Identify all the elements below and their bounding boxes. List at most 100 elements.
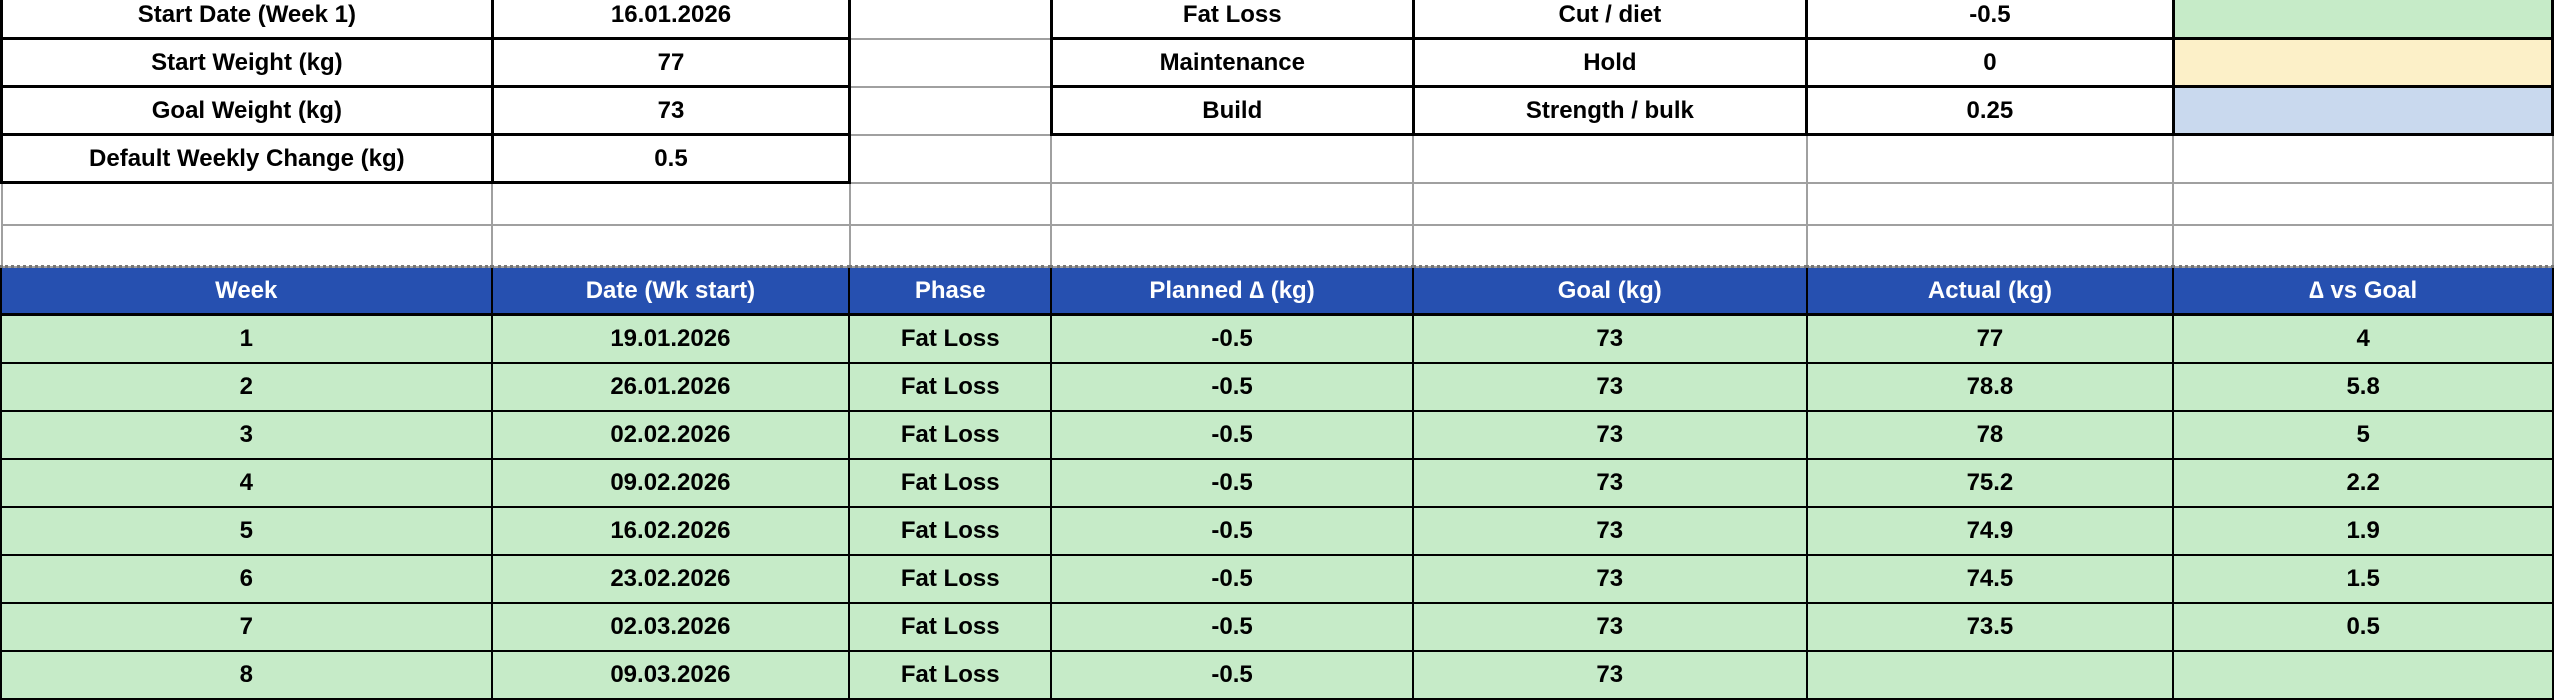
table-cell[interactable]: 5.8 <box>2172 361 2554 412</box>
cell-phase-name[interactable] <box>1050 181 1415 226</box>
cell-value[interactable]: 77 <box>490 37 852 88</box>
table-cell[interactable]: Fat Loss <box>848 313 1053 364</box>
cell-phase-desc[interactable]: Hold <box>1411 37 1809 88</box>
cell-label[interactable]: Default Weekly Change (kg) <box>0 133 494 184</box>
table-cell[interactable]: 73 <box>1411 457 1808 508</box>
cell-phase-desc[interactable] <box>1412 181 1808 226</box>
cell-phase-change[interactable] <box>1805 181 2175 226</box>
table-cell[interactable]: 5 <box>2172 409 2554 460</box>
table-cell[interactable]: 1 <box>0 313 493 364</box>
table-cell[interactable]: 73 <box>1411 313 1808 364</box>
table-cell[interactable]: 16.02.2026 <box>490 505 851 556</box>
table-cell[interactable]: 3 <box>0 409 493 460</box>
cell-blank[interactable] <box>848 181 1053 226</box>
table-cell[interactable]: 02.03.2026 <box>490 601 851 652</box>
column-header[interactable]: Planned ∆ (kg) <box>1050 265 1414 316</box>
table-cell[interactable]: 73.5 <box>1805 601 2175 652</box>
cell-phase-change[interactable] <box>1805 223 2175 268</box>
table-cell[interactable]: 4 <box>0 457 493 508</box>
table-cell[interactable]: 2.2 <box>2172 457 2554 508</box>
cell-blank[interactable] <box>848 223 1053 268</box>
cell-phase-desc[interactable] <box>1412 133 1808 184</box>
cell-label[interactable]: Goal Weight (kg) <box>0 85 494 136</box>
table-cell[interactable] <box>2172 649 2554 700</box>
table-cell[interactable]: -0.5 <box>1050 409 1414 460</box>
table-cell[interactable]: 78.8 <box>1805 361 2175 412</box>
table-cell[interactable]: 09.03.2026 <box>490 649 851 700</box>
cell-blank[interactable] <box>848 0 1053 40</box>
table-cell[interactable]: 73 <box>1411 553 1808 604</box>
cell-phase-color[interactable] <box>2171 0 2554 40</box>
column-header[interactable]: Goal (kg) <box>1411 265 1808 316</box>
cell-label[interactable] <box>0 223 494 268</box>
table-cell[interactable]: 73 <box>1411 649 1808 700</box>
table-cell[interactable]: 74.9 <box>1805 505 2175 556</box>
table-cell[interactable]: Fat Loss <box>848 361 1053 412</box>
table-cell[interactable]: -0.5 <box>1050 553 1414 604</box>
cell-phase-color[interactable] <box>2172 223 2554 268</box>
table-cell[interactable]: 23.02.2026 <box>490 553 851 604</box>
cell-phase-name[interactable]: Fat Loss <box>1049 0 1415 40</box>
table-cell[interactable]: 5 <box>0 505 493 556</box>
column-header[interactable]: ∆ vs Goal <box>2172 265 2554 316</box>
cell-phase-desc[interactable]: Strength / bulk <box>1411 85 1809 136</box>
cell-phase-name[interactable]: Maintenance <box>1049 37 1415 88</box>
table-cell[interactable]: 2 <box>0 361 493 412</box>
table-cell[interactable]: 73 <box>1411 601 1808 652</box>
cell-value[interactable]: 73 <box>490 85 852 136</box>
cell-phase-change[interactable]: 0 <box>1805 37 2175 88</box>
table-cell[interactable]: 73 <box>1411 361 1808 412</box>
cell-phase-color[interactable] <box>2171 37 2554 88</box>
cell-phase-name[interactable]: Build <box>1049 85 1415 136</box>
cell-phase-desc[interactable] <box>1412 223 1808 268</box>
cell-phase-change[interactable]: 0.25 <box>1805 85 2175 136</box>
table-cell[interactable]: Fat Loss <box>848 409 1053 460</box>
table-cell[interactable]: Fat Loss <box>848 505 1053 556</box>
column-header[interactable]: Date (Wk start) <box>490 265 851 316</box>
cell-phase-color[interactable] <box>2172 133 2554 184</box>
table-cell[interactable]: Fat Loss <box>848 457 1053 508</box>
cell-label[interactable]: Start Weight (kg) <box>0 37 494 88</box>
table-cell[interactable]: 0.5 <box>2172 601 2554 652</box>
table-cell[interactable]: 19.01.2026 <box>490 313 851 364</box>
table-cell[interactable]: 75.2 <box>1805 457 2175 508</box>
cell-phase-name[interactable] <box>1050 133 1415 184</box>
table-cell[interactable]: Fat Loss <box>848 553 1053 604</box>
table-cell[interactable]: 73 <box>1411 505 1808 556</box>
cell-blank[interactable] <box>848 37 1053 88</box>
cell-value[interactable]: 0.5 <box>490 133 852 184</box>
cell-value[interactable]: 16.01.2026 <box>490 0 852 40</box>
table-cell[interactable] <box>1805 649 2175 700</box>
cell-phase-change[interactable]: -0.5 <box>1805 0 2175 40</box>
table-cell[interactable]: -0.5 <box>1050 457 1414 508</box>
table-cell[interactable]: -0.5 <box>1050 601 1414 652</box>
cell-phase-color[interactable] <box>2172 181 2554 226</box>
column-header[interactable]: Actual (kg) <box>1805 265 2175 316</box>
table-cell[interactable]: 77 <box>1805 313 2175 364</box>
table-cell[interactable]: Fat Loss <box>848 601 1053 652</box>
table-cell[interactable]: 26.01.2026 <box>490 361 851 412</box>
cell-phase-change[interactable] <box>1805 133 2175 184</box>
cell-label[interactable]: Start Date (Week 1) <box>0 0 494 40</box>
table-cell[interactable]: 09.02.2026 <box>490 457 851 508</box>
table-cell[interactable]: 8 <box>0 649 493 700</box>
column-header[interactable]: Phase <box>848 265 1053 316</box>
table-cell[interactable]: 78 <box>1805 409 2175 460</box>
cell-value[interactable] <box>491 223 851 268</box>
cell-blank[interactable] <box>848 85 1053 136</box>
cell-phase-color[interactable] <box>2171 85 2554 136</box>
table-cell[interactable]: -0.5 <box>1050 649 1414 700</box>
table-cell[interactable]: 02.02.2026 <box>490 409 851 460</box>
table-cell[interactable]: 1.9 <box>2172 505 2554 556</box>
table-cell[interactable]: -0.5 <box>1050 313 1414 364</box>
column-header[interactable]: Week <box>0 265 493 316</box>
cell-blank[interactable] <box>848 133 1053 184</box>
cell-label[interactable] <box>0 181 494 226</box>
cell-value[interactable] <box>491 181 851 226</box>
table-cell[interactable]: 6 <box>0 553 493 604</box>
table-cell[interactable]: 74.5 <box>1805 553 2175 604</box>
cell-phase-desc[interactable]: Cut / diet <box>1411 0 1809 40</box>
table-cell[interactable]: 7 <box>0 601 493 652</box>
table-cell[interactable]: 73 <box>1411 409 1808 460</box>
table-cell[interactable]: 1.5 <box>2172 553 2554 604</box>
